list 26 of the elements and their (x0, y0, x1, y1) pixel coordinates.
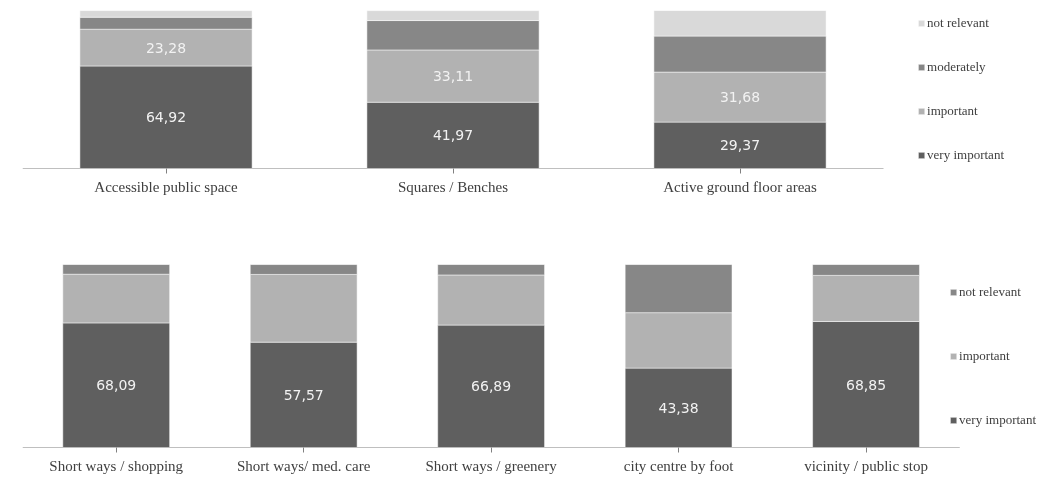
legend-label: very important (927, 147, 1004, 163)
x-tick-label: Squares / Benches (398, 178, 509, 195)
data-label: 68,09 (96, 377, 137, 394)
data-label: 23,28 (145, 39, 187, 56)
legend-label: moderately (927, 59, 986, 75)
data-label: 29,37 (719, 137, 761, 154)
data-label: 41,97 (432, 127, 474, 144)
data-label: 33,11 (432, 68, 474, 85)
data-label: 68,85 (846, 376, 887, 393)
data-label: 66,89 (471, 378, 512, 395)
data-label: 43,38 (658, 399, 699, 416)
x-tick-label: Accessible public space (94, 178, 238, 195)
x-tick-label: Short ways/ med. care (237, 457, 371, 474)
x-tick-label: city centre by foot (623, 457, 735, 474)
x-tick-label: Short ways / shopping (49, 457, 184, 474)
legend-label: not relevant (927, 15, 989, 31)
legend-label: not relevant (959, 283, 1021, 300)
legend-label: important (927, 103, 978, 119)
legend-label: important (959, 347, 1010, 364)
data-label: 57,57 (283, 386, 324, 403)
data-label: 31,68 (719, 89, 761, 106)
x-tick-label: vicinity / public stop (804, 457, 928, 474)
x-tick-label: Short ways / greenery (425, 457, 558, 474)
data-label: 64,92 (145, 109, 187, 126)
x-tick-label: Active ground floor areas (663, 178, 818, 195)
legend-label: very important (959, 411, 1036, 428)
